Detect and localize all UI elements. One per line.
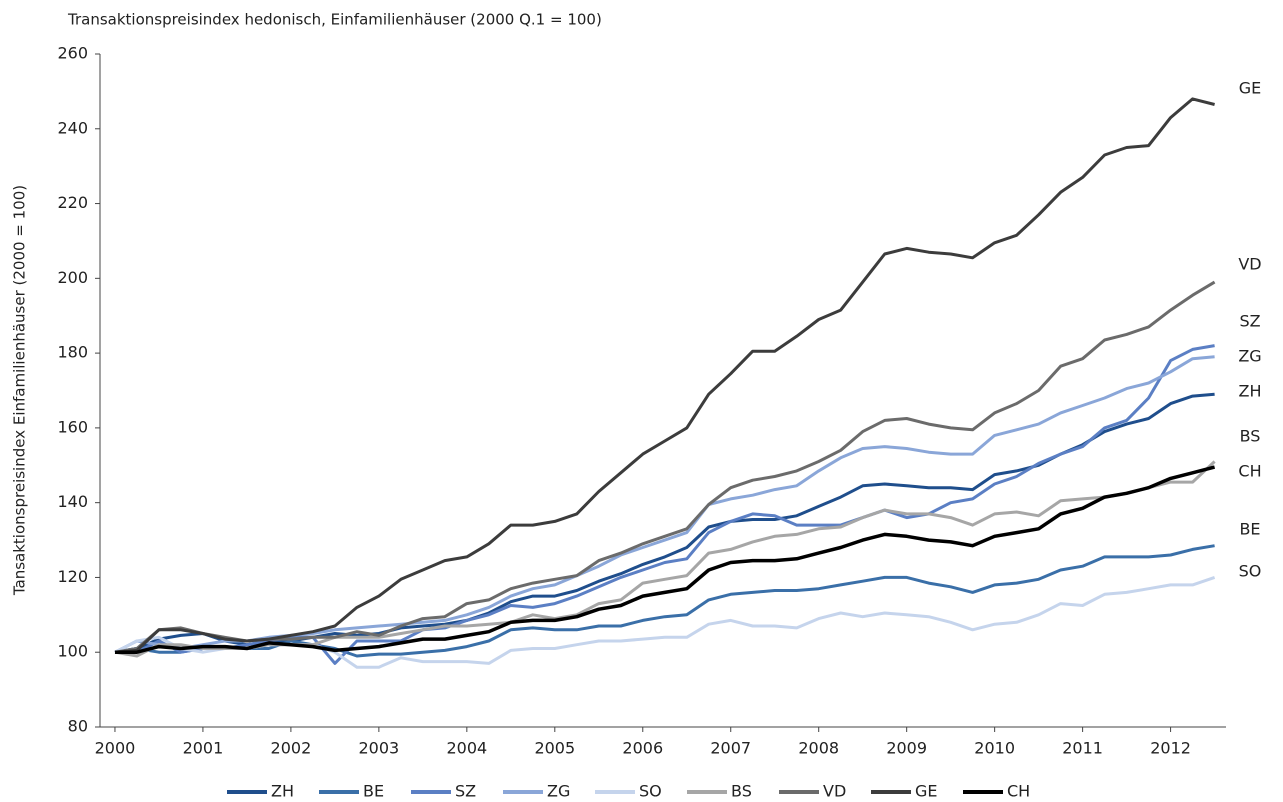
x-tick-label: 2010 bbox=[974, 739, 1015, 758]
x-tick-label: 2000 bbox=[95, 739, 136, 758]
series-line bbox=[114, 544, 1215, 658]
y-tick-label: 260 bbox=[57, 44, 88, 63]
y-tick-label: 120 bbox=[57, 567, 88, 586]
end-label: SZ bbox=[1239, 312, 1260, 331]
y-tick-label: 180 bbox=[57, 343, 88, 362]
series-line bbox=[115, 465, 1216, 654]
legend-label: VD bbox=[823, 782, 846, 801]
y-tick-label: 220 bbox=[57, 193, 88, 212]
end-label: SO bbox=[1239, 562, 1262, 581]
legend-label: SO bbox=[639, 782, 662, 801]
legend-label: SZ bbox=[455, 782, 476, 801]
legend-label: BE bbox=[363, 782, 384, 801]
x-tick-label: 2003 bbox=[359, 739, 400, 758]
x-tick-label: 2001 bbox=[183, 739, 224, 758]
x-tick-label: 2009 bbox=[886, 739, 927, 758]
legend-label: BS bbox=[731, 782, 752, 801]
y-tick-label: 140 bbox=[57, 492, 88, 511]
legend-label: GE bbox=[915, 782, 938, 801]
x-tick-label: 2002 bbox=[271, 739, 312, 758]
y-tick-label: 160 bbox=[57, 417, 88, 436]
legend-label: ZH bbox=[271, 782, 294, 801]
end-label: ZG bbox=[1238, 347, 1261, 366]
x-tick-label: 2007 bbox=[710, 739, 751, 758]
end-label: VD bbox=[1238, 255, 1261, 274]
y-tick-label: 100 bbox=[57, 642, 88, 661]
y-axis-label: Tansaktionspreisindex Einfamilienhäuser … bbox=[11, 185, 29, 596]
y-tick-label: 200 bbox=[57, 268, 88, 287]
series-line bbox=[114, 97, 1215, 654]
end-label: CH bbox=[1238, 462, 1261, 481]
y-tick-label: 240 bbox=[57, 118, 88, 137]
end-label: ZH bbox=[1239, 382, 1262, 401]
legend-label: CH bbox=[1007, 782, 1030, 801]
x-tick-label: 2006 bbox=[622, 739, 663, 758]
y-tick-label: 80 bbox=[68, 717, 88, 736]
end-label: BS bbox=[1240, 427, 1261, 446]
x-tick-label: 2008 bbox=[798, 739, 839, 758]
series-line bbox=[114, 460, 1216, 658]
series-line bbox=[114, 280, 1216, 654]
end-label: GE bbox=[1239, 79, 1262, 98]
x-tick-label: 2004 bbox=[446, 739, 487, 758]
legend-label: ZG bbox=[547, 782, 570, 801]
x-tick-label: 2011 bbox=[1062, 739, 1103, 758]
x-tick-label: 2012 bbox=[1150, 739, 1191, 758]
x-tick-label: 2005 bbox=[534, 739, 575, 758]
chart-title: Transaktionspreisindex hedonisch, Einfam… bbox=[67, 11, 602, 29]
end-label: BE bbox=[1239, 520, 1260, 539]
